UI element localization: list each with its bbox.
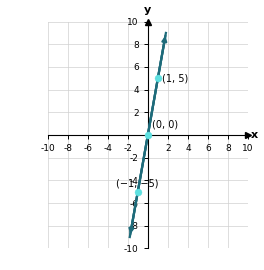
Text: (0, 0): (0, 0) — [152, 120, 178, 130]
Text: y: y — [144, 5, 152, 15]
Text: x: x — [251, 130, 258, 140]
Text: (1, 5): (1, 5) — [162, 73, 188, 83]
Text: (−1, −5): (−1, −5) — [116, 179, 158, 189]
